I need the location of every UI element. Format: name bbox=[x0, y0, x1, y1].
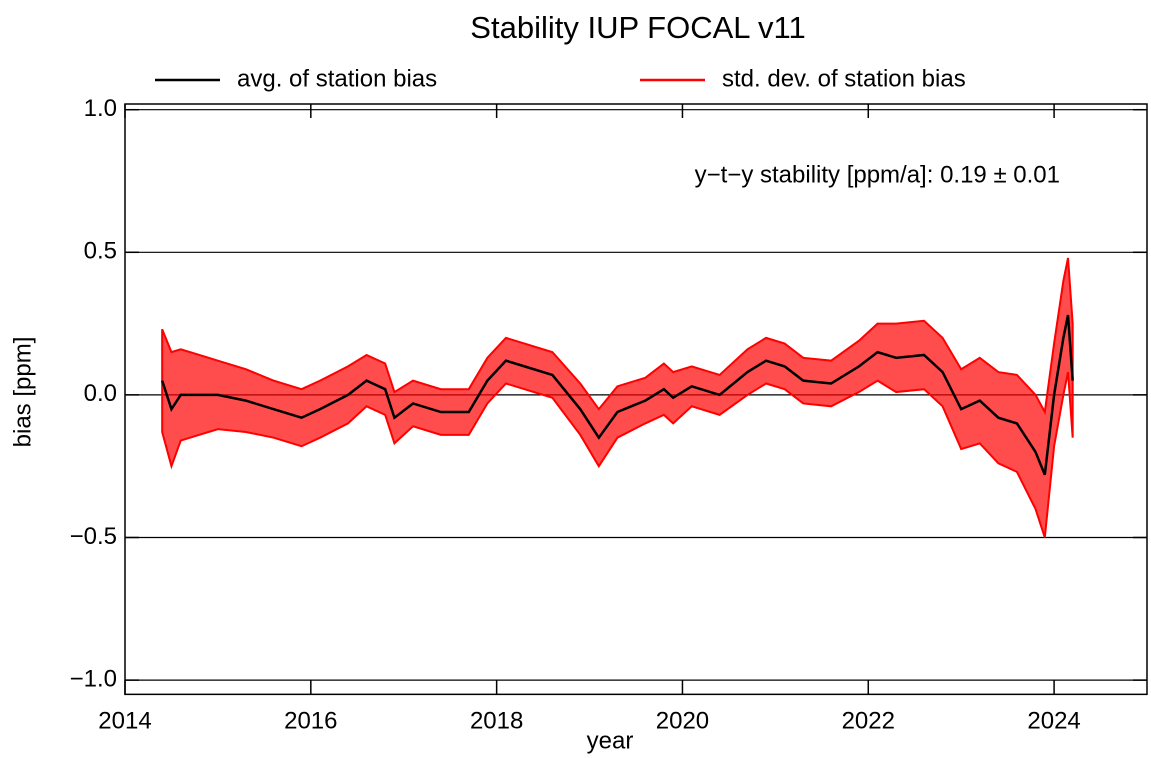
avg-line bbox=[160, 314, 1074, 476]
legend-label: std. dev. of station bias bbox=[722, 65, 966, 92]
y-tick-label: 0.5 bbox=[84, 238, 117, 265]
y-tick-label: −1.0 bbox=[70, 665, 117, 692]
x-tick-label: 2016 bbox=[284, 708, 337, 735]
x-tick-label: 2020 bbox=[656, 708, 709, 735]
plot-frame bbox=[124, 103, 1148, 696]
x-tick-label: 2024 bbox=[1027, 708, 1080, 735]
x-axis-label: year bbox=[587, 727, 634, 754]
y-axis-label: bias [ppm] bbox=[9, 337, 36, 448]
chart-title: Stability IUP FOCAL v11 bbox=[470, 10, 805, 45]
x-tick-label: 2014 bbox=[98, 708, 151, 735]
y-tick-label: −0.5 bbox=[70, 523, 117, 550]
x-tick-label: 2018 bbox=[470, 708, 523, 735]
y-tick-label: 1.0 bbox=[84, 95, 117, 122]
std-band bbox=[161, 257, 1074, 538]
legend-label: avg. of station bias bbox=[237, 65, 437, 92]
y-tick-label: 0.0 bbox=[84, 380, 117, 407]
annotation: y−t−y stability [ppm/a]: 0.19 ± 0.01 bbox=[695, 161, 1060, 188]
x-tick-label: 2022 bbox=[842, 708, 895, 735]
